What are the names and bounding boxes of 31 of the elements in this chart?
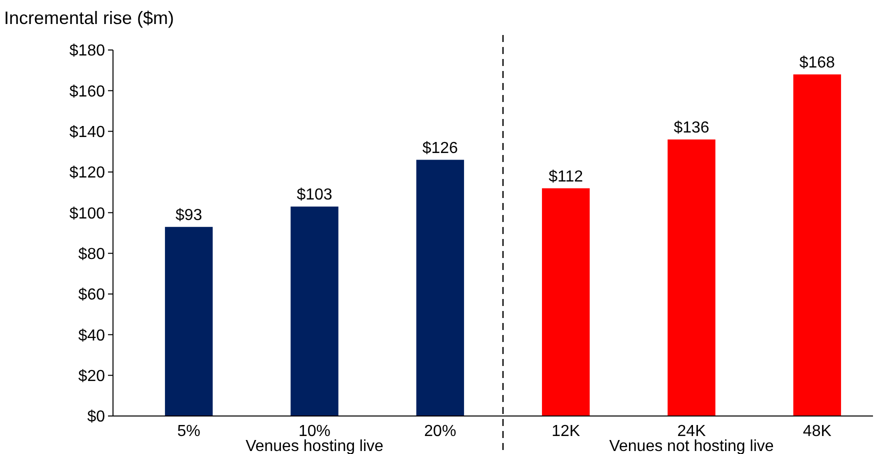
- y-tick-label: $180: [69, 42, 106, 60]
- x-tick-label: 5%: [177, 423, 200, 440]
- y-tick-label: $100: [69, 205, 106, 222]
- data-label: $112: [548, 168, 584, 186]
- data-label: $168: [799, 54, 836, 72]
- y-tick-label: $20: [78, 368, 106, 385]
- bar: [290, 206, 338, 416]
- data-label: $103: [296, 186, 332, 204]
- x-tick-label: 10%: [298, 423, 331, 440]
- y-tick-label: $0: [87, 408, 106, 426]
- y-tick-label: $140: [69, 124, 106, 141]
- data-label: $126: [422, 140, 458, 157]
- y-tick-label: $80: [78, 246, 106, 263]
- x-tick-label: 48K: [802, 423, 832, 440]
- y-tick-label: $160: [69, 83, 106, 100]
- y-tick-label: $60: [78, 286, 106, 304]
- text: Venues hosting live: [246, 438, 384, 454]
- bar: [542, 188, 590, 416]
- data-label: $93: [175, 206, 202, 224]
- y-axis-title: Incremental rise ($m): [4, 8, 174, 28]
- bar: [668, 139, 716, 416]
- x-tick-label: 12K: [552, 423, 580, 440]
- x-tick-label: 20%: [424, 423, 456, 440]
- y-tick-label: $40: [78, 327, 106, 344]
- x-tick-label: 24K: [677, 423, 706, 440]
- y-tick-label: $120: [69, 164, 106, 182]
- bar: [793, 74, 842, 416]
- bar: [164, 226, 213, 416]
- bar: [416, 160, 464, 416]
- data-label: $136: [674, 119, 710, 136]
- text: Venues not hosting live: [609, 438, 774, 454]
